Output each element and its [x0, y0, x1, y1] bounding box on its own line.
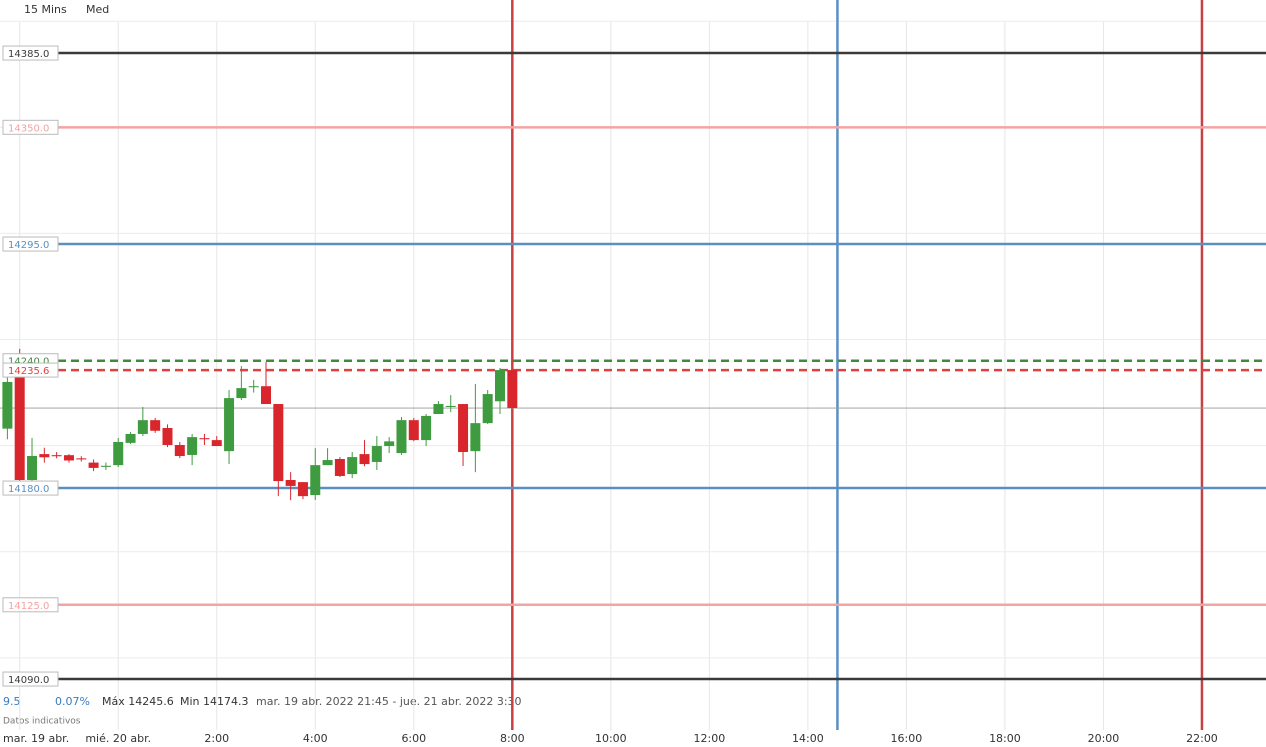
start-date: mar. 19 abr.	[3, 732, 69, 745]
candle-body	[334, 458, 345, 476]
price-label-box	[2, 362, 59, 378]
price-label: 14240.0	[8, 357, 49, 368]
price-label: 14090.0	[8, 675, 49, 686]
x-tick-label: 16:00	[891, 732, 923, 745]
candle-body	[88, 462, 99, 468]
candle-body	[322, 460, 333, 466]
change: 9.5	[3, 695, 21, 708]
candle-body	[2, 381, 13, 429]
candle-body	[458, 404, 469, 452]
x-tick-label: mié. 20 abr.	[85, 732, 151, 745]
note: Datos indicativos	[3, 717, 81, 727]
candle-body	[150, 420, 161, 431]
candle-body	[63, 455, 74, 461]
candle-body	[421, 415, 432, 441]
x-tick-label: 22:00	[1186, 732, 1218, 745]
change-pct: 0.07%	[55, 695, 90, 708]
candle-body	[470, 423, 481, 452]
x-tick-label: 8:00	[500, 732, 525, 745]
max: Máx 14245.6	[102, 695, 174, 708]
candle-body	[371, 446, 382, 462]
candle-body	[39, 454, 50, 458]
candle-body	[174, 444, 185, 457]
x-tick-label: 14:00	[792, 732, 824, 745]
candle-body	[408, 420, 419, 441]
candle-body	[310, 465, 321, 496]
x-tick-label: 20:00	[1088, 732, 1120, 745]
price-label-box	[2, 119, 59, 135]
candle-body	[384, 441, 395, 447]
candle-body	[261, 386, 272, 405]
candle-body	[445, 405, 456, 407]
x-tick-label: 18:00	[989, 732, 1021, 745]
x-tick-label: 2:00	[204, 732, 229, 745]
candle-body	[162, 428, 173, 445]
candle-body	[433, 404, 444, 415]
candle-body	[482, 394, 493, 424]
candle-body	[51, 455, 62, 457]
price-label-box	[2, 597, 59, 613]
candle-body	[224, 398, 235, 452]
candle-body	[27, 456, 38, 480]
candle-body	[285, 479, 296, 486]
x-tick-label: 4:00	[303, 732, 328, 745]
price-label: 14125.0	[8, 601, 49, 612]
mode-button[interactable]: Med	[86, 3, 109, 16]
x-tick-label: 10:00	[595, 732, 627, 745]
price-label-box	[2, 236, 59, 252]
price-label: 14350.0	[8, 123, 49, 134]
candle-body	[359, 454, 370, 465]
price-label: 14235.6	[8, 366, 49, 377]
candle-body	[347, 457, 358, 475]
price-label: 14180.0	[8, 484, 49, 495]
candle-body	[494, 370, 505, 402]
candle-body	[211, 440, 222, 447]
min: Min 14174.3	[180, 695, 249, 708]
candle-body	[125, 433, 136, 443]
price-label-box	[2, 671, 59, 687]
candle-body	[113, 442, 124, 466]
candle-body	[273, 404, 284, 482]
candle-body	[236, 388, 247, 399]
price-label: 14295.0	[8, 240, 49, 251]
candle-body	[297, 482, 308, 497]
candle-body	[199, 438, 210, 440]
price-label-box	[2, 45, 59, 61]
interval-button[interactable]: 15 Mins	[24, 3, 67, 16]
candle-body	[76, 458, 87, 460]
price-label-box	[2, 480, 59, 496]
x-tick-label: 12:00	[694, 732, 726, 745]
range: mar. 19 abr. 2022 21:45 - jue. 21 abr. 2…	[256, 695, 522, 708]
candle-body	[396, 420, 407, 454]
candle-body	[187, 437, 198, 455]
candle-body	[248, 386, 259, 388]
candle-body	[14, 370, 25, 480]
candle-body	[100, 465, 111, 467]
candle-body	[507, 370, 518, 409]
price-label: 14385.0	[8, 49, 49, 60]
candle-body	[137, 420, 148, 434]
x-tick-label: 6:00	[401, 732, 426, 745]
